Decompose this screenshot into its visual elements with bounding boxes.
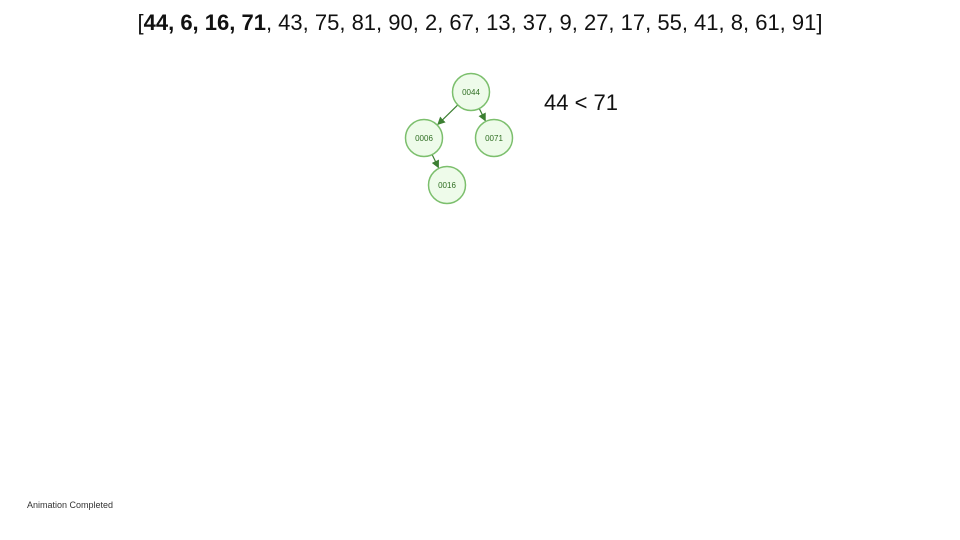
tree-node-circle (404, 118, 444, 158)
tree-edge (431, 154, 439, 169)
tree-node-label: 0006 (415, 134, 433, 143)
tree-node-label: 0016 (438, 181, 456, 190)
tree-edge (437, 104, 459, 126)
array-display: [44, 6, 16, 71, 43, 75, 81, 90, 2, 67, 1… (0, 10, 960, 36)
status-text: Animation Completed (27, 500, 114, 510)
tree-node-circle (427, 165, 467, 205)
tree-node: 0071 (474, 118, 514, 158)
tree-node: 0016 (427, 165, 467, 205)
comparison-text: 44 < 71 (544, 90, 619, 115)
tree-node-circle (451, 72, 491, 112)
tree-nodes: 0044 0006 0071 0016 (404, 72, 514, 205)
array-open-bracket: [ (137, 10, 144, 35)
tree-node: 0044 (451, 72, 491, 112)
array-inserted-values: 44, 6, 16, 71 (143, 10, 266, 35)
tree-edge (478, 108, 486, 122)
tree-node-circle (474, 118, 514, 158)
tree-node-label: 0071 (485, 134, 503, 143)
array-remaining-values: , 43, 75, 81, 90, 2, 67, 13, 37, 9, 27, … (265, 10, 817, 35)
tree-node: 0006 (404, 118, 444, 158)
tree-node-label: 0044 (462, 88, 480, 97)
tree-edges (431, 104, 486, 169)
array-close-bracket: ] (816, 10, 823, 35)
